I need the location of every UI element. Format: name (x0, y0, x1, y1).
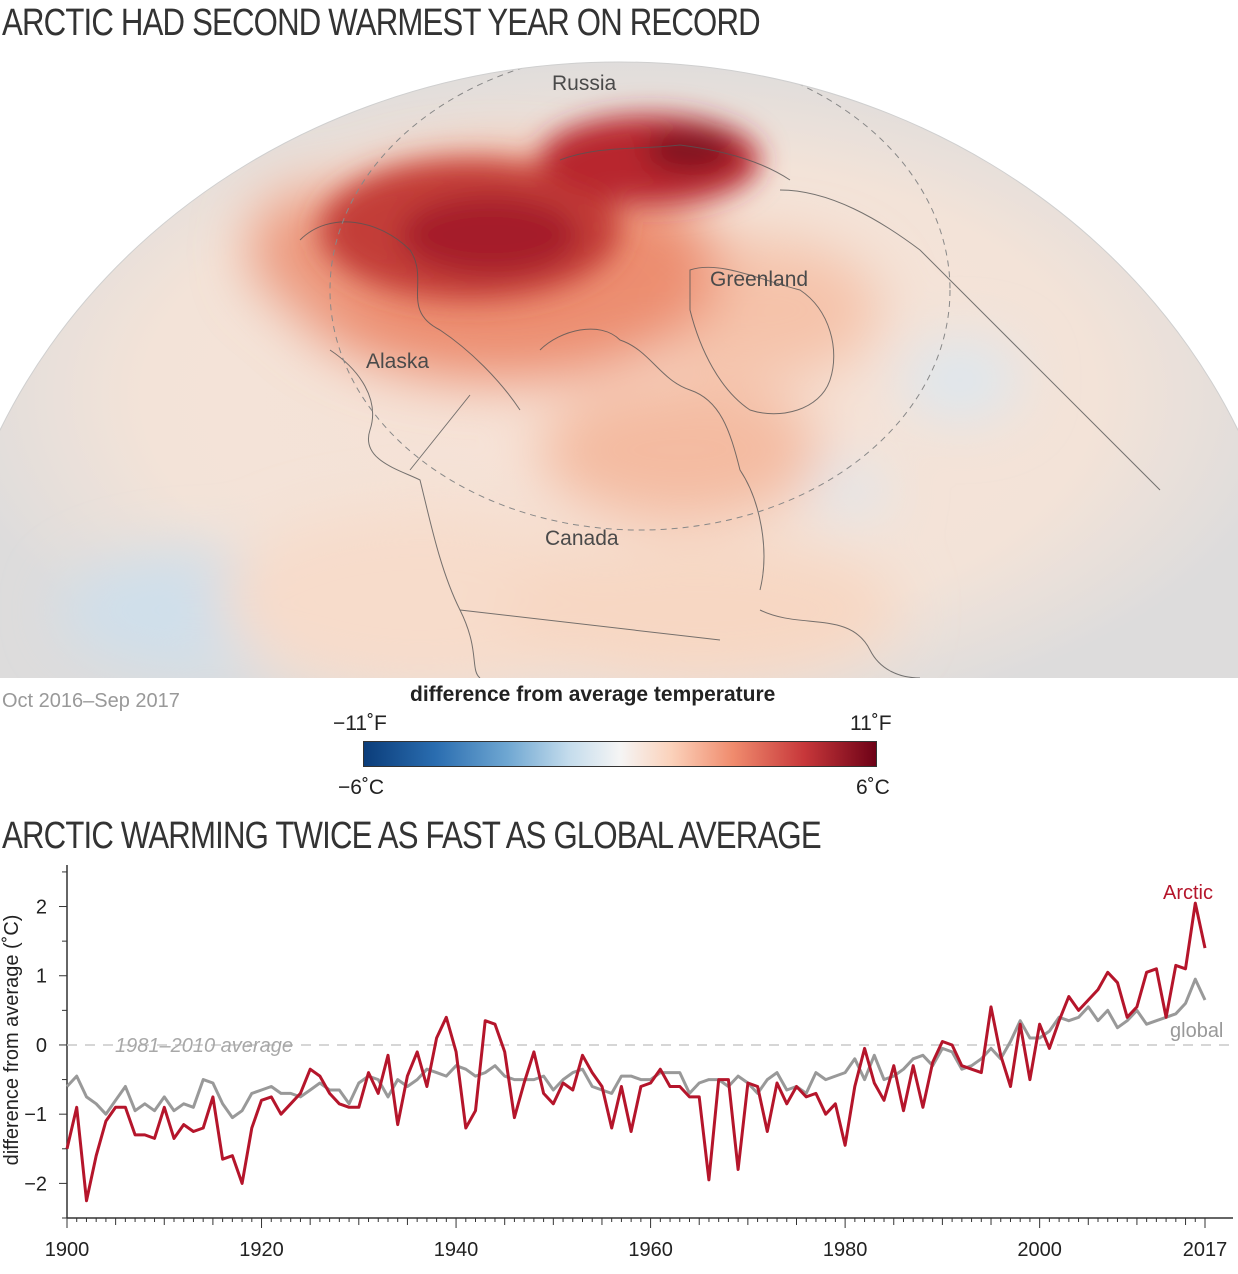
legend-min-fahrenheit: −11˚F (333, 712, 387, 735)
reference-line-label: 1981–2010 average (115, 1035, 293, 1057)
legend-min-celsius: −6˚C (338, 776, 385, 799)
legend-max-fahrenheit: 11˚F (850, 712, 892, 735)
y-axis-label: difference from average (˚C) (1, 915, 23, 1166)
y-tick-label: 2 (36, 897, 47, 919)
series-label-arctic: Arctic (1163, 882, 1213, 904)
region-label-canada: Canada (545, 527, 619, 550)
x-tick-label: 1900 (45, 1239, 90, 1261)
x-tick-label: 1980 (823, 1239, 868, 1261)
series-line-arctic (65, 901, 1207, 1203)
y-tick-label: −1 (24, 1104, 47, 1126)
series-line-global (65, 977, 1207, 1120)
map-title: ARCTIC HAD SECOND WARMEST YEAR ON RECORD (2, 2, 761, 44)
x-tick-label: 2017 (1183, 1239, 1228, 1261)
y-tick-label: 1 (36, 966, 47, 988)
region-label-alaska: Alaska (366, 350, 429, 373)
legend-title: difference from average temperature (410, 683, 776, 706)
series-label-global: global (1170, 1020, 1223, 1042)
x-tick-label: 1960 (628, 1239, 673, 1261)
y-tick-label: −2 (24, 1173, 47, 1195)
arctic-temperature-map: Russia Greenland Alaska Canada (0, 61, 1238, 678)
chart-title: ARCTIC WARMING TWICE AS FAST AS GLOBAL A… (2, 815, 822, 857)
legend-colorbar (363, 741, 877, 767)
x-tick-label: 1920 (239, 1239, 284, 1261)
map-date-label: Oct 2016–Sep 2017 (2, 690, 180, 712)
region-label-greenland: Greenland (710, 268, 808, 291)
x-tick-label: 2000 (1017, 1239, 1062, 1261)
x-tick-label: 1940 (434, 1239, 479, 1261)
temperature-chart: difference from average (˚C) 1900 1920 194… (1, 865, 1233, 1261)
region-label-russia: Russia (552, 72, 617, 95)
legend-max-celsius: 6˚C (856, 776, 890, 799)
y-tick-label: 0 (36, 1035, 47, 1057)
